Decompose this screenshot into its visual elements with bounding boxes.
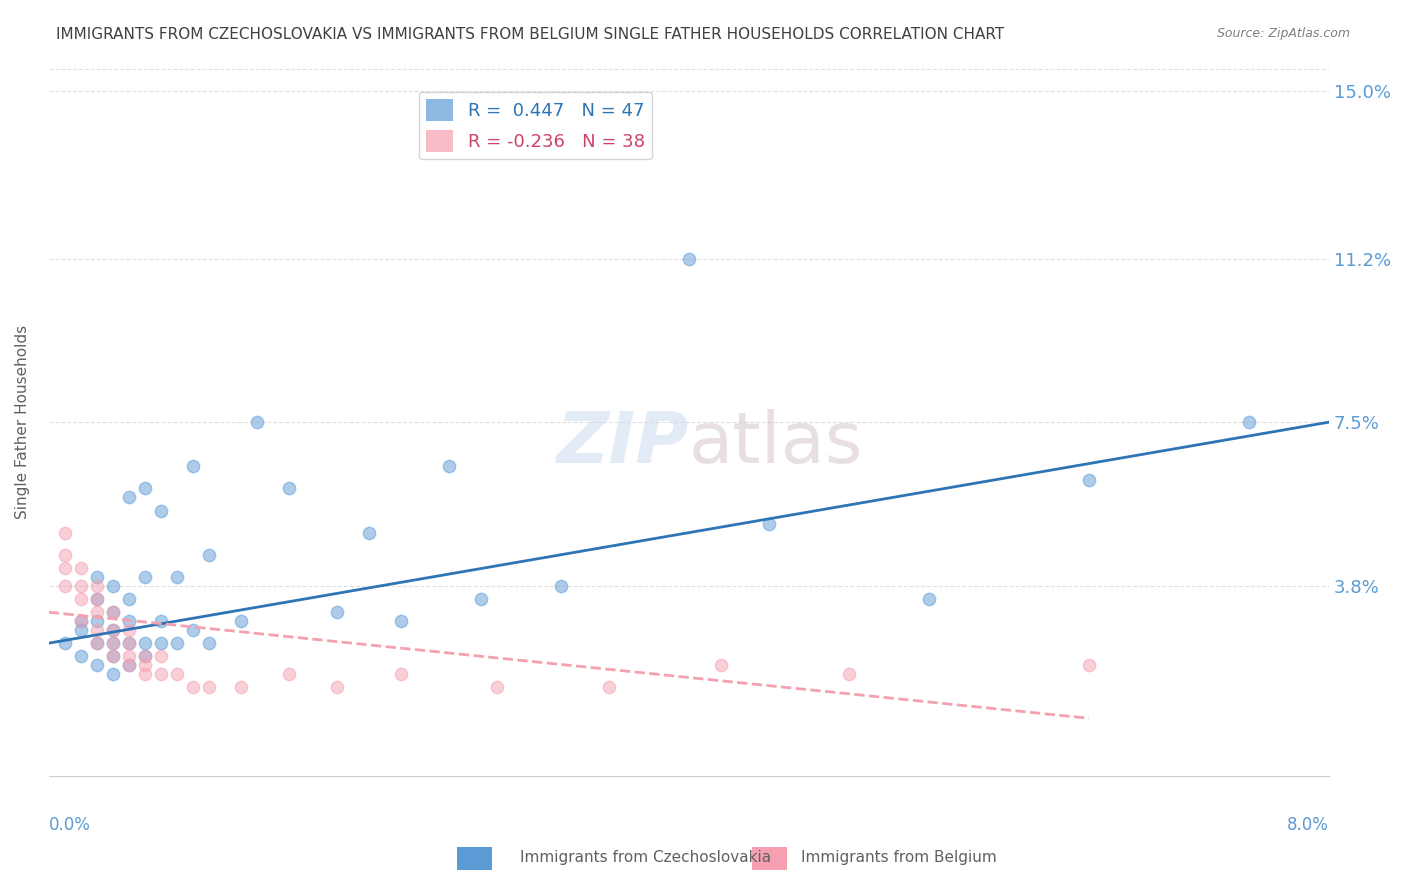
Text: 8.0%: 8.0% xyxy=(1286,815,1329,833)
Point xyxy=(86,636,108,650)
Point xyxy=(389,614,412,628)
Y-axis label: Single Father Households: Single Father Households xyxy=(15,325,30,519)
Point xyxy=(134,658,156,673)
Point xyxy=(1237,415,1260,429)
Point xyxy=(101,636,124,650)
Text: atlas: atlas xyxy=(689,409,863,478)
Text: IMMIGRANTS FROM CZECHOSLOVAKIA VS IMMIGRANTS FROM BELGIUM SINGLE FATHER HOUSEHOL: IMMIGRANTS FROM CZECHOSLOVAKIA VS IMMIGR… xyxy=(56,27,1004,42)
Text: ZIP: ZIP xyxy=(557,409,689,478)
Point xyxy=(229,614,252,628)
Point xyxy=(550,579,572,593)
Point xyxy=(101,667,124,681)
Point xyxy=(86,591,108,606)
Point xyxy=(118,614,141,628)
Point xyxy=(101,649,124,664)
Point xyxy=(389,667,412,681)
Point xyxy=(166,570,188,584)
Point xyxy=(86,623,108,637)
Point xyxy=(69,591,91,606)
Text: 0.0%: 0.0% xyxy=(49,815,90,833)
Point xyxy=(229,681,252,695)
Point xyxy=(149,503,172,517)
Point xyxy=(918,591,941,606)
Point xyxy=(838,667,860,681)
Point xyxy=(86,614,108,628)
Point xyxy=(678,252,700,266)
Point xyxy=(710,658,733,673)
Point xyxy=(134,649,156,664)
Point xyxy=(118,636,141,650)
Point xyxy=(1078,658,1101,673)
Point xyxy=(149,636,172,650)
Point xyxy=(758,516,780,531)
Point xyxy=(69,649,91,664)
Point xyxy=(118,623,141,637)
Point xyxy=(53,579,76,593)
Point xyxy=(277,482,299,496)
Point xyxy=(149,649,172,664)
Point xyxy=(598,681,620,695)
Point xyxy=(166,667,188,681)
Text: Source: ZipAtlas.com: Source: ZipAtlas.com xyxy=(1216,27,1350,40)
Point xyxy=(53,548,76,562)
Point xyxy=(149,614,172,628)
Point xyxy=(134,570,156,584)
Point xyxy=(485,681,508,695)
Point xyxy=(134,667,156,681)
Point xyxy=(197,636,219,650)
Point xyxy=(53,525,76,540)
Point xyxy=(197,681,219,695)
Point xyxy=(69,623,91,637)
Point xyxy=(277,667,299,681)
Text: Immigrants from Belgium: Immigrants from Belgium xyxy=(801,850,997,865)
Point xyxy=(246,415,269,429)
Point xyxy=(181,623,204,637)
Point xyxy=(118,649,141,664)
Point xyxy=(86,591,108,606)
Point xyxy=(86,605,108,619)
Point xyxy=(101,649,124,664)
Point xyxy=(101,605,124,619)
Point xyxy=(86,579,108,593)
Point xyxy=(53,561,76,575)
Point xyxy=(101,605,124,619)
Point xyxy=(166,636,188,650)
Point xyxy=(118,591,141,606)
Point xyxy=(470,591,492,606)
Point xyxy=(86,570,108,584)
Point xyxy=(86,658,108,673)
Point xyxy=(181,459,204,474)
Point xyxy=(134,649,156,664)
Point xyxy=(101,579,124,593)
Point xyxy=(1078,473,1101,487)
Point xyxy=(101,636,124,650)
Point xyxy=(53,636,76,650)
Point xyxy=(86,636,108,650)
Point xyxy=(437,459,460,474)
Point xyxy=(134,482,156,496)
Point xyxy=(197,548,219,562)
Point xyxy=(118,490,141,504)
Point xyxy=(326,605,349,619)
Point xyxy=(181,681,204,695)
Point xyxy=(134,636,156,650)
Point xyxy=(357,525,380,540)
Point xyxy=(69,561,91,575)
Point xyxy=(101,623,124,637)
Legend: R =  0.447   N = 47, R = -0.236   N = 38: R = 0.447 N = 47, R = -0.236 N = 38 xyxy=(419,92,652,159)
Point xyxy=(326,681,349,695)
Point xyxy=(69,614,91,628)
Point xyxy=(118,658,141,673)
Point xyxy=(118,636,141,650)
Text: Immigrants from Czechoslovakia: Immigrants from Czechoslovakia xyxy=(520,850,772,865)
Point xyxy=(149,667,172,681)
Point xyxy=(69,614,91,628)
Point xyxy=(118,658,141,673)
Point xyxy=(101,623,124,637)
Point xyxy=(69,579,91,593)
